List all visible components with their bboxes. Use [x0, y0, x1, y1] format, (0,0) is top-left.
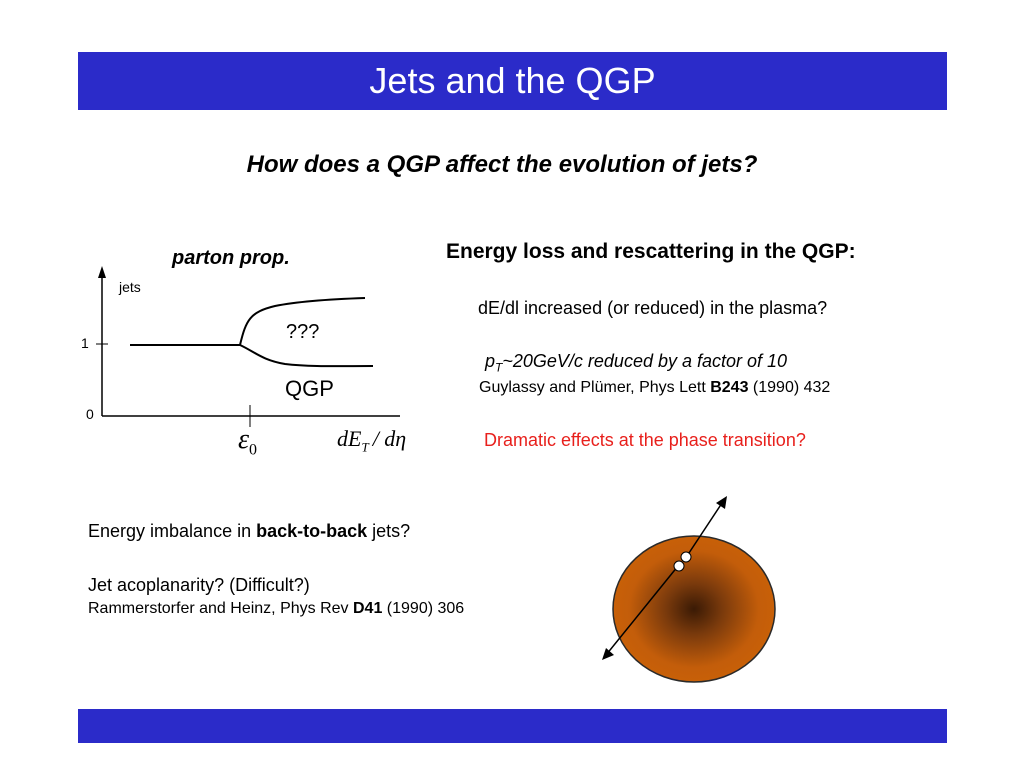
jet-line-up [684, 499, 725, 560]
parton-dot-lower [673, 560, 685, 572]
lower-branch-curve [239, 344, 374, 368]
ref1-volume: B243 [710, 379, 749, 396]
pt-sub: T [495, 360, 503, 375]
pt-rest: ~20GeV/c reduced by a factor of 10 [502, 351, 788, 371]
plot-title: parton prop. [172, 247, 290, 269]
bottom-line-1: Energy imbalance in back-to-back jets? [88, 521, 410, 542]
x-marker-label: ε0 [238, 424, 257, 460]
epsilon-subscript: 0 [249, 441, 258, 459]
red-question: Dramatic effects at the phase transition… [484, 430, 806, 450]
jet-arrow-down [602, 648, 614, 660]
epsilon-symbol: ε [238, 424, 250, 455]
slide-title: Jets and the QGP [369, 60, 656, 101]
x-axis-label-main: dE [337, 426, 362, 451]
ref1-suffix: (1990) 432 [748, 379, 831, 396]
y-axis-label: jets [119, 279, 141, 295]
ref2-prefix: Rammerstorfer and Heinz, Phys Rev [88, 600, 353, 617]
y-tick-1-label: 1 [81, 335, 89, 351]
jet-arrow-up [716, 496, 727, 509]
x-axis-label-sub: T [361, 439, 369, 455]
ref1-prefix: Guylassy and Plümer, Phys Lett [479, 379, 711, 396]
reference-1: Guylassy and Plümer, Phys Lett B243 (199… [479, 379, 830, 397]
reference-2: Rammerstorfer and Heinz, Phys Rev D41 (1… [88, 600, 464, 618]
title-bar: Jets and the QGP [78, 52, 947, 110]
bottom1-prefix: Energy imbalance in [88, 521, 257, 541]
slide-question: How does a QGP affect the evolution of j… [246, 151, 758, 178]
lower-branch-label: QGP [285, 376, 334, 401]
ref2-suffix: (1990) 306 [382, 600, 465, 617]
ref2-volume: D41 [352, 600, 383, 617]
x-axis-label-rest: / dη [372, 426, 407, 451]
jet-line-down [605, 565, 679, 656]
bottom1-bold: back-to-back [256, 521, 368, 541]
right-line-1: dE/dl increased (or reduced) in the plas… [478, 298, 828, 318]
right-heading: Energy loss and rescattering in the QGP: [446, 240, 856, 263]
bottom-line-2: Jet acoplanarity? (Difficult?) [88, 575, 310, 595]
fireball [612, 535, 776, 683]
x-axis-label: dET / dη [337, 426, 406, 455]
y-axis-arrow [98, 266, 106, 278]
right-line-2: pT~20GeV/c reduced by a factor of 10 [485, 351, 787, 375]
upper-branch-label: ??? [286, 321, 320, 343]
footer-bar [78, 709, 947, 743]
bottom1-suffix: jets? [367, 521, 411, 541]
upper-branch-curve [239, 297, 366, 346]
pt-p: p [485, 351, 496, 371]
parton-dot-upper [680, 551, 692, 563]
y-tick-0-label: 0 [86, 406, 94, 422]
